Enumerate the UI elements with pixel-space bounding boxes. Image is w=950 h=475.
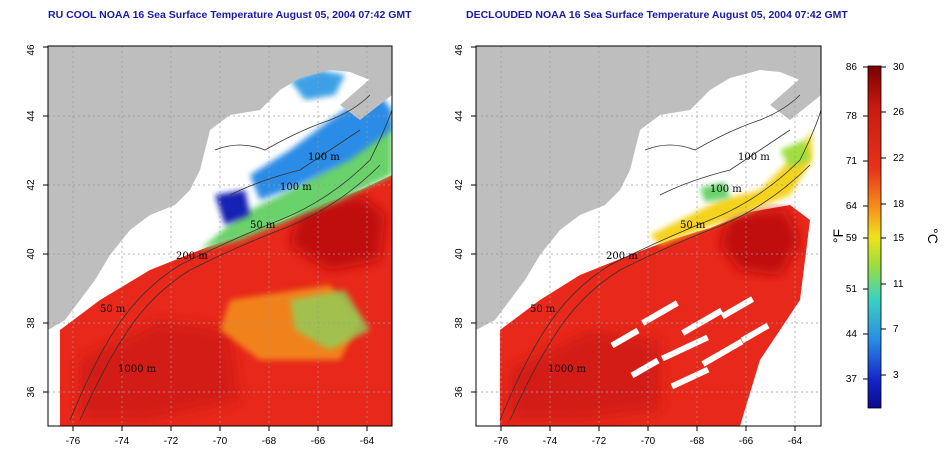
left-x-tick-70: -70 [213,436,228,447]
colorbar-ticks [863,66,886,380]
left-hot-core-2 [80,320,240,420]
right-y-tick-44: 44 [454,110,465,122]
left-x-tick-64: -64 [360,436,375,447]
left-bathymetry [69,94,392,421]
right-contour-label-100m-b: 100 m [710,184,742,195]
colorbar-f-tick-64: 64 [846,201,858,212]
right-sst-map: 100 m 100 m 50 m 200 m 50 m 1000 m [476,46,821,426]
colorbar-fahrenheit-unit: °F [830,229,846,243]
right-y-tick-42: 42 [454,179,465,191]
colorbar-c-tick-7: 7 [893,324,899,335]
colorbar-c-tick-18: 18 [893,199,905,210]
right-contour-label-50m-a: 50 m [680,220,706,231]
right-hot-core [720,210,800,275]
left-nova-scotia [340,60,392,120]
colorbar-c-tick-30: 30 [893,62,905,73]
right-x-tick-66: -66 [739,436,754,447]
colorbar-f-tick-37: 37 [846,374,858,385]
left-land [48,46,392,330]
colorbar-c-tick-11: 11 [893,279,904,290]
colorbar [867,65,882,409]
left-contour-label-100m-b: 100 m [280,182,312,193]
left-y-tick-46: 46 [26,44,37,56]
left-x-tick-74: -74 [115,436,130,447]
right-y-ticks [471,46,476,393]
colorbar-f-tick-71: 71 [846,156,858,167]
colorbar-f-tick-51: 51 [846,284,858,295]
colorbar-c-tick-22: 22 [893,153,905,164]
right-shelf-water [650,130,812,245]
left-contour-label-200m: 200 m [176,251,208,262]
right-x-tick-76: -76 [494,436,509,447]
colorbar-c-tick-15: 15 [893,233,905,244]
left-georges-cold [215,190,250,225]
right-y-tick-40: 40 [454,248,465,260]
left-cool-patch [290,290,370,350]
right-x-ticks [500,426,796,431]
right-bathymetry [499,94,821,421]
right-y-tick-46: 46 [454,44,465,56]
left-shelf-water [200,120,392,250]
right-grid [476,46,821,426]
left-y-tick-44: 44 [26,110,37,122]
left-contour-label-50m-a: 50 m [250,220,276,231]
right-x-tick-64: -64 [788,436,803,447]
left-x-ticks [72,426,368,431]
right-x-tick-68: -68 [690,436,705,447]
left-y-tick-36: 36 [26,386,37,398]
colorbar-f-tick-44: 44 [846,329,858,340]
right-contour-label-50m-b: 50 m [530,304,556,315]
colorbar-f-tick-59: 59 [846,233,858,244]
right-contour-label-100m-a: 100 m [738,152,770,163]
colorbar-c-tick-26: 26 [893,107,905,118]
left-y-tick-40: 40 [26,248,37,260]
left-x-tick-76: -76 [66,436,81,447]
left-panel-title: RU COOL NOAA 16 Sea Surface Temperature … [48,9,412,21]
left-y-tick-42: 42 [26,179,37,191]
left-contour-label-100m-a: 100 m [308,152,340,163]
right-contour-label-1000m: 1000 m [548,364,587,375]
left-y-tick-38: 38 [26,317,37,329]
left-fundy-cold [290,70,345,100]
right-y-tick-36: 36 [454,386,465,398]
left-sst-map: 100 m 100 m 50 m 200 m 50 m 1000 m [48,46,392,426]
left-y-ticks [43,46,48,393]
right-hot-core-2 [510,330,660,420]
right-panel-title: DECLOUDED NOAA 16 Sea Surface Temperatur… [466,9,848,21]
right-nova-scotia [770,60,821,120]
right-cool-patch-2 [780,140,810,168]
right-x-tick-72: -72 [592,436,607,447]
left-x-tick-66: -66 [311,436,326,447]
left-contour-label-50m-b: 50 m [100,304,126,315]
left-hot-core [290,195,385,270]
right-y-tick-38: 38 [454,317,465,329]
left-grid [48,46,392,426]
colorbar-f-tick-86: 86 [846,62,858,73]
left-contour-label-1000m: 1000 m [118,364,157,375]
colorbar-f-tick-78: 78 [846,111,858,122]
right-x-tick-70: -70 [641,436,656,447]
colorbar-c-tick-3: 3 [893,370,899,381]
right-contour-label-200m: 200 m [606,251,638,262]
left-x-tick-72: -72 [164,436,179,447]
right-land [476,46,821,330]
right-x-tick-74: -74 [543,436,558,447]
colorbar-celsius-unit: °C [925,228,941,244]
left-x-tick-68: -68 [262,436,277,447]
right-cool-patch [700,182,730,202]
